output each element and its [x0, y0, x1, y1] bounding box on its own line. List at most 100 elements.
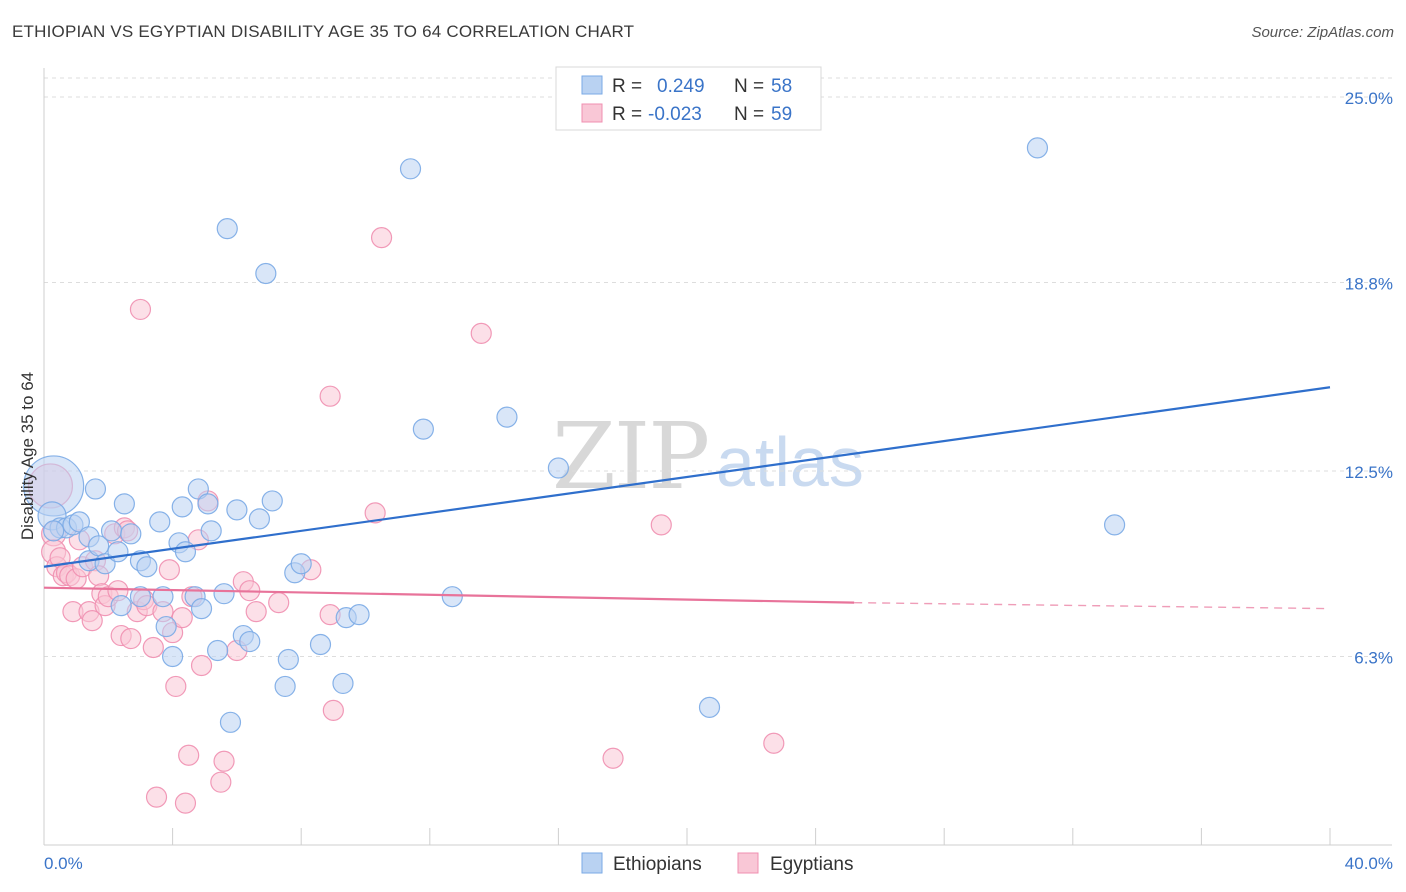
- x-tick-label-max: 40.0%: [1345, 854, 1393, 873]
- legend-r-value-egyptians: -0.023: [648, 104, 702, 125]
- egyptian-point: [763, 732, 785, 754]
- ethiopian-point: [277, 648, 299, 671]
- ethiopian-point: [496, 406, 518, 428]
- egyptian-trend-line: [43, 586, 855, 604]
- egyptian-trend-extension: [854, 601, 1331, 610]
- ethiopian-point: [399, 158, 422, 180]
- points-layer: [23, 137, 1126, 814]
- ethiopian-point: [174, 541, 197, 563]
- ethiopian-point: [290, 553, 312, 575]
- ethiopian-point: [239, 630, 261, 653]
- egyptian-point: [602, 747, 624, 769]
- ethiopian-point: [200, 520, 222, 542]
- egyptian-point: [171, 607, 193, 629]
- legend-n-value-egyptians: 59: [771, 104, 792, 125]
- ethiopian-point: [43, 520, 65, 542]
- y-tick-label: 12.5%: [1345, 463, 1393, 482]
- ethiopian-point: [120, 523, 142, 545]
- y-tick-label-layer: 6.3% 12.5% 18.8% 25.0%: [1345, 89, 1393, 668]
- legend-r-label-ethiopians: R =: [612, 76, 642, 97]
- ethiopian-point: [216, 218, 238, 240]
- y-tick-label: 25.0%: [1345, 89, 1393, 108]
- ethiopian-point: [219, 711, 242, 733]
- trend-layer: [43, 386, 1331, 610]
- ethiopian-point: [348, 604, 370, 626]
- legend: R = 0.249 N = 58 R = -0.023 N = 59: [555, 66, 822, 131]
- egyptian-point: [129, 298, 152, 321]
- y-axis-title: Disability Age 35 to 64: [18, 372, 37, 540]
- ethiopian-point: [332, 672, 354, 695]
- ethiopian-point: [248, 508, 271, 530]
- chart-source: Source: ZipAtlas.com: [1251, 24, 1394, 41]
- egyptian-point: [213, 750, 235, 772]
- ethiopian-point: [226, 499, 248, 521]
- ethiopian-point: [68, 511, 90, 533]
- ethiopian-point: [110, 595, 132, 617]
- egyptian-point: [142, 636, 164, 659]
- bottom-legend-label-ethiopians: Ethiopians: [613, 854, 702, 875]
- ethiopian-point: [309, 633, 332, 656]
- egyptian-point: [165, 675, 187, 698]
- legend-swatch-egyptians: [581, 103, 603, 123]
- ethiopian-point: [113, 493, 135, 515]
- egyptian-point: [319, 385, 341, 407]
- ethiopian-point: [1026, 137, 1049, 159]
- ethiopian-point: [171, 496, 193, 518]
- ethiopian-point: [155, 615, 177, 638]
- ethiopian-point: [162, 645, 184, 668]
- egyptian-point: [364, 502, 386, 524]
- bottom-legend-swatch-ethiopians: [581, 852, 603, 874]
- x-tick-layer: [43, 828, 1331, 845]
- egyptian-point: [145, 786, 168, 808]
- ethiopian-point: [152, 586, 174, 608]
- ethiopian-point: [274, 675, 296, 698]
- bottom-legend-swatch-egyptians: [737, 852, 759, 874]
- bottom-legend-label-egyptians: Egyptians: [770, 854, 853, 875]
- ethiopian-trend-line: [43, 386, 1331, 568]
- legend-n-label-egyptians: N =: [734, 104, 764, 125]
- x-tick-label-min: 0.0%: [44, 854, 83, 873]
- y-tick-label: 18.8%: [1345, 275, 1393, 294]
- egyptian-point: [210, 771, 232, 793]
- legend-r-value-ethiopians: 0.249: [657, 76, 705, 97]
- ethiopian-point: [255, 262, 277, 285]
- ethiopian-point: [197, 493, 219, 515]
- chart-title: ETHIOPIAN VS EGYPTIAN DISABILITY AGE 35 …: [12, 22, 635, 41]
- ethiopian-point: [187, 478, 209, 500]
- ethiopian-point: [129, 586, 152, 608]
- egyptian-point: [268, 592, 290, 614]
- egyptian-point: [190, 654, 213, 677]
- legend-r-label-egyptians: R =: [612, 104, 642, 125]
- ethiopian-point: [547, 457, 570, 479]
- y-tick-label: 6.3%: [1354, 649, 1393, 668]
- egyptian-point: [120, 627, 142, 650]
- ethiopian-point: [207, 639, 229, 662]
- legend-swatch-ethiopians: [581, 75, 603, 95]
- ethiopian-point: [412, 418, 434, 440]
- egyptian-point: [650, 514, 672, 536]
- axes-layer: [43, 68, 1392, 846]
- ethiopian-point: [261, 490, 283, 512]
- bottom-legend: Ethiopians Egyptians: [581, 852, 853, 875]
- ethiopian-point: [107, 541, 129, 563]
- ethiopian-point: [149, 511, 171, 533]
- egyptian-point: [470, 322, 492, 344]
- ethiopian-point: [136, 556, 158, 578]
- grid-layer: [44, 77, 1392, 658]
- egyptian-point: [158, 559, 180, 581]
- egyptian-point: [245, 601, 267, 623]
- ethiopian-point: [213, 583, 235, 605]
- egyptian-point: [81, 609, 103, 632]
- egyptian-point: [178, 744, 200, 766]
- ethiopian-point: [698, 696, 721, 718]
- ethiopian-point: [441, 586, 463, 608]
- legend-n-value-ethiopians: 58: [771, 76, 792, 97]
- watermark-zip: ZIP: [552, 403, 708, 510]
- egyptian-point: [322, 699, 344, 721]
- ethiopian-point: [100, 520, 123, 542]
- legend-n-label-ethiopians: N =: [734, 76, 764, 97]
- ethiopian-point: [84, 478, 107, 500]
- ethiopian-point: [190, 598, 213, 620]
- egyptian-point: [174, 792, 197, 814]
